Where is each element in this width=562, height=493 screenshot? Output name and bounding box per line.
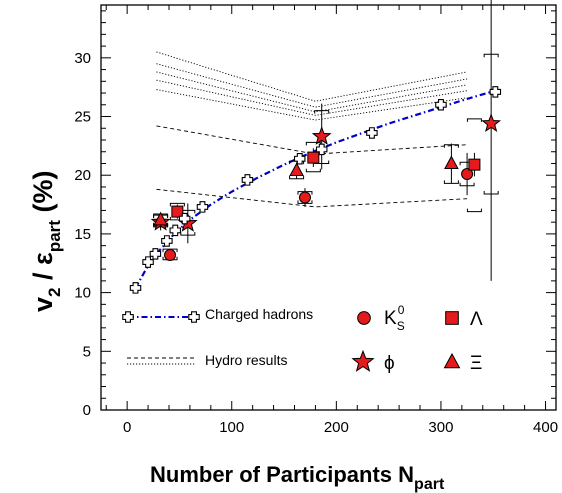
data-point-charged-hadron	[489, 86, 502, 98]
legend-k0s-marker	[357, 311, 371, 325]
data-markers	[129, 86, 502, 294]
y-axis-label-eps: ε	[28, 252, 58, 265]
y-tick-label: 25	[74, 109, 91, 126]
data-point-charged-hadron	[149, 248, 162, 260]
legend-k0s-label: KS 0	[384, 303, 405, 333]
data-point-charged-hadron	[142, 256, 154, 268]
sys-error-bracket	[443, 180, 459, 184]
sys-error-bracket	[466, 208, 482, 213]
legend-k0s-sup: 0	[398, 303, 405, 317]
legend: Charged hadrons Hydro results KS 0 Λ ϕ Ξ	[122, 303, 483, 374]
sys-error-bracket	[180, 232, 196, 236]
data-point-triangle	[444, 155, 459, 169]
data-point-triangle	[153, 211, 168, 226]
sys-error-bracket	[459, 182, 475, 187]
sys-error-bracket	[443, 144, 459, 148]
legend-phi-marker	[351, 349, 375, 372]
legend-hydro-label: Hydro results	[205, 352, 287, 368]
legend-k0s-base: K	[384, 308, 397, 329]
plot-frame	[100, 4, 557, 411]
data-point-circle	[461, 168, 474, 181]
legend-phi-label: ϕ	[384, 353, 395, 374]
data-point-triangle	[289, 162, 304, 177]
legend-strange-symbols	[351, 311, 461, 372]
hydro-dashed-curve	[156, 125, 468, 155]
sys-error-bracket	[305, 168, 321, 173]
data-point-square	[171, 205, 184, 218]
sys-error-bracket	[466, 118, 482, 122]
y-axis-label-sub2: 2	[45, 288, 64, 297]
x-axis-label-sub: part	[414, 476, 445, 493]
x-tick-label: 400	[533, 419, 558, 436]
y-tick-label: 0	[83, 402, 91, 419]
sys-error-bracket	[289, 175, 305, 180]
plot-border	[100, 4, 557, 411]
data-point-charged-hadron	[161, 235, 173, 247]
data-point-star	[481, 113, 502, 132]
x-axis-label-main: Number of Participants N	[150, 462, 414, 487]
hydro-curves	[156, 51, 468, 208]
hydro-dotted-curve	[156, 79, 468, 116]
data-point-charged-hadron	[196, 201, 209, 213]
data-point-circle	[298, 191, 311, 204]
legend-charged-marker-right	[188, 311, 200, 323]
hydro-dashed-curve	[156, 188, 468, 208]
hydro-dotted-curve	[156, 71, 468, 113]
x-tick-label: 200	[324, 419, 349, 436]
y-tick-label: 15	[74, 226, 91, 243]
data-point-charged-hadron	[178, 212, 191, 225]
x-axis-label: Number of Participants Npart	[150, 462, 445, 493]
data-point-charged-hadron	[315, 143, 328, 156]
sys-error-bracket	[314, 110, 330, 114]
sys-error-bracket	[483, 191, 499, 195]
legend-hydro-symbol	[127, 357, 195, 365]
y-axis-label-unit: (%)	[28, 171, 58, 221]
y-tick-label: 10	[74, 285, 91, 302]
legend-charged-marker-left	[122, 311, 134, 323]
y-axis-label-slash: /	[28, 265, 58, 288]
legend-xi-marker	[443, 352, 461, 369]
charged-hadron-fit-curve	[134, 89, 496, 289]
y-axis-label: v2 / εpart (%)	[28, 171, 64, 312]
x-tick-label: 300	[428, 419, 453, 436]
data-point-charged-hadron	[169, 224, 182, 237]
data-point-square	[307, 151, 320, 164]
data-point-charged-hadron	[366, 127, 378, 139]
y-tick-label: 20	[74, 167, 91, 184]
data-point-charged-hadron	[241, 174, 254, 186]
data-point-circle	[164, 249, 177, 262]
x-tick-label: 0	[123, 419, 131, 436]
hydro-dotted-curve	[156, 63, 468, 108]
y-tick-label: 5	[83, 343, 91, 360]
x-tick-label: 100	[219, 419, 244, 436]
legend-charged-hadrons-label: Charged hadrons	[205, 306, 313, 322]
charged-hadron-fit	[134, 89, 496, 289]
sys-error-bracket	[483, 53, 499, 58]
legend-k0s-sub: S	[397, 319, 405, 333]
axes: 0 100 200 300 400 0 5 10 15 20 25 30	[74, 5, 558, 436]
data-point-charged-hadron	[293, 153, 306, 165]
legend-lambda-marker	[445, 311, 459, 325]
hydro-dotted-curve	[156, 89, 468, 121]
data-point-star	[311, 126, 332, 145]
legend-xi-label: Ξ	[470, 353, 482, 374]
y-axis-label-v: v	[28, 297, 58, 312]
legend-lambda-label: Λ	[470, 309, 483, 330]
y-axis-label-subpart: part	[45, 220, 64, 252]
sys-error-bracket	[169, 202, 185, 207]
data-point-charged-hadron	[129, 282, 142, 294]
legend-charged-hadrons-symbol	[122, 311, 200, 323]
y-tick-label: 30	[74, 50, 91, 67]
data-point-charged-hadron	[435, 99, 447, 111]
data-point-square	[468, 158, 481, 171]
